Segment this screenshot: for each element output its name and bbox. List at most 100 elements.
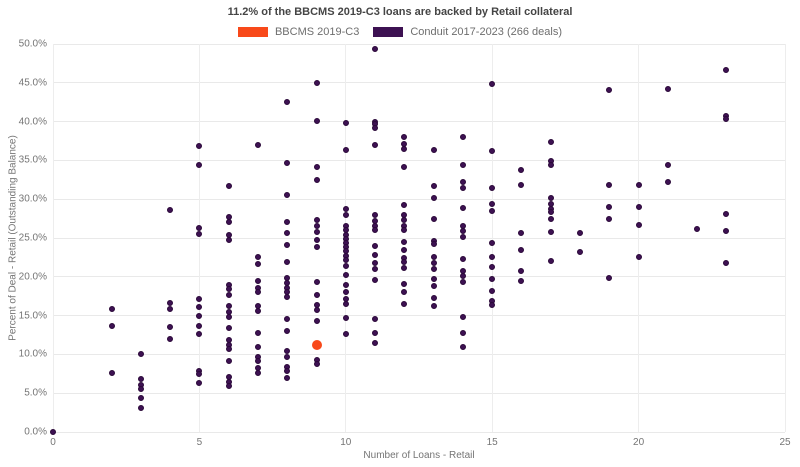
conduit-data-point [254, 289, 261, 296]
conduit-data-point [196, 304, 203, 311]
y-gridline [53, 82, 785, 84]
conduit-data-point [372, 227, 379, 234]
conduit-data-point [459, 314, 466, 321]
conduit-data-point [313, 307, 320, 314]
conduit-data-point [489, 276, 496, 283]
conduit-data-point [313, 222, 320, 229]
y-tick-label: 0.0% [24, 426, 47, 438]
conduit-data-point [372, 315, 379, 322]
conduit-data-point [225, 314, 232, 321]
conduit-data-point [313, 163, 320, 170]
conduit-data-point [430, 216, 437, 223]
conduit-data-point [489, 254, 496, 261]
conduit-data-point [401, 202, 408, 209]
legend-item-bbcms[interactable]: BBCMS 2019-C3 [237, 26, 359, 38]
conduit-data-point [401, 145, 408, 152]
conduit-data-point [430, 259, 437, 266]
x-tick-label: 25 [779, 437, 791, 448]
conduit-data-point [137, 404, 144, 411]
conduit-data-point [606, 215, 613, 222]
conduit-legend-label: Conduit 2017-2023 (266 deals) [410, 26, 563, 38]
x-tick-label: 20 [633, 437, 645, 448]
conduit-data-point [547, 257, 554, 264]
conduit-data-point [635, 182, 642, 189]
y-tick-label: 20.0% [18, 271, 47, 283]
conduit-data-point [547, 162, 554, 169]
legend-item-conduit[interactable]: Conduit 2017-2023 (266 deals) [373, 26, 562, 38]
conduit-data-point [254, 260, 261, 267]
conduit-data-point [489, 185, 496, 192]
conduit-data-point [167, 207, 174, 214]
conduit-data-point [342, 205, 349, 212]
conduit-data-point [137, 350, 144, 357]
conduit-data-point [372, 45, 379, 52]
conduit-data-point [313, 237, 320, 244]
conduit-data-point [547, 216, 554, 223]
conduit-data-point [459, 234, 466, 241]
conduit-data-point [372, 276, 379, 283]
conduit-data-point [723, 66, 730, 73]
conduit-data-point [430, 183, 437, 189]
y-tick-label: 15.0% [18, 310, 47, 322]
conduit-data-point [489, 239, 496, 246]
conduit-data-point [196, 162, 203, 169]
conduit-data-point [489, 264, 496, 271]
conduit-data-point [342, 272, 349, 279]
conduit-data-point [225, 383, 232, 390]
conduit-data-point [577, 248, 584, 255]
conduit-data-point [225, 237, 232, 244]
y-tick-label: 35.0% [18, 154, 47, 166]
x-gridline [491, 44, 493, 432]
legend: BBCMS 2019-C3 Conduit 2017-2023 (266 dea… [0, 26, 800, 38]
conduit-data-point [430, 276, 437, 283]
conduit-data-point [284, 368, 291, 375]
conduit-data-point [196, 322, 203, 329]
conduit-data-point [459, 162, 466, 169]
conduit-data-point [254, 277, 261, 284]
x-gridline [52, 44, 54, 432]
conduit-data-point [342, 300, 349, 307]
conduit-data-point [459, 179, 466, 186]
y-gridline [53, 121, 785, 123]
conduit-data-point [723, 210, 730, 217]
bbcms-legend-swatch [237, 27, 268, 37]
conduit-data-point [372, 124, 379, 131]
y-tick-label: 40.0% [18, 116, 47, 128]
conduit-data-point [313, 176, 320, 183]
conduit-data-point [167, 300, 174, 307]
conduit-data-point [694, 226, 701, 233]
y-gridline [53, 198, 785, 200]
conduit-data-point [313, 79, 320, 86]
conduit-data-point [606, 182, 613, 189]
conduit-data-point [372, 266, 379, 273]
conduit-data-point [196, 231, 203, 238]
conduit-data-point [284, 192, 291, 199]
conduit-data-point [401, 289, 408, 296]
conduit-data-point [459, 185, 466, 192]
conduit-data-point [430, 147, 437, 154]
conduit-data-point [225, 345, 232, 352]
conduit-data-point [518, 167, 525, 174]
y-tick-label: 25.0% [18, 232, 47, 244]
conduit-data-point [401, 134, 408, 141]
conduit-data-point [489, 301, 496, 308]
conduit-data-point [50, 429, 56, 435]
conduit-data-point [284, 328, 291, 335]
conduit-data-point [430, 241, 437, 248]
conduit-data-point [254, 141, 261, 148]
conduit-data-point [313, 318, 320, 325]
conduit-data-point [489, 200, 496, 207]
conduit-data-point [459, 204, 466, 211]
conduit-data-point [108, 306, 115, 313]
x-tick-label: 15 [486, 437, 498, 448]
conduit-data-point [635, 254, 642, 261]
y-gridline [53, 276, 785, 278]
conduit-data-point [284, 219, 291, 226]
conduit-data-point [518, 182, 525, 189]
conduit-data-point [430, 294, 437, 301]
conduit-data-point [518, 229, 525, 236]
conduit-data-point [254, 329, 261, 336]
conduit-data-point [664, 86, 671, 92]
conduit-data-point [167, 306, 174, 313]
